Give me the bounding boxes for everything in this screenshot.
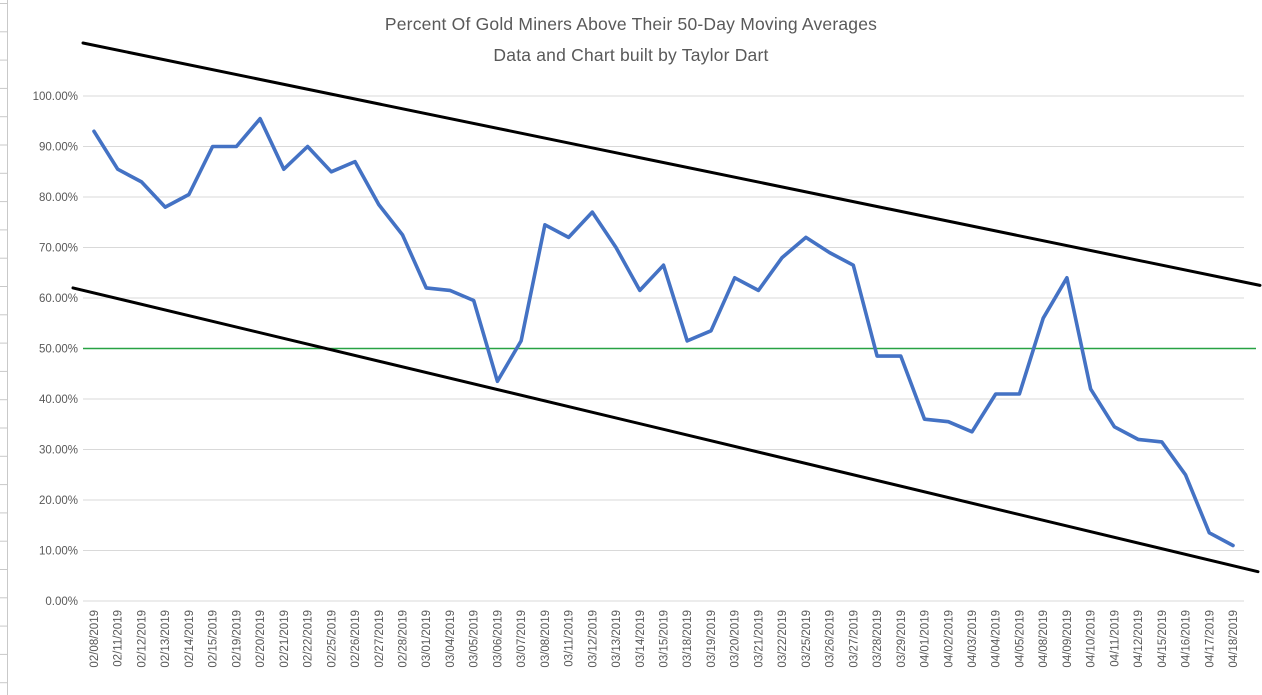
x-axis-tick-label: 03/27/2019 [848, 610, 860, 668]
x-axis-tick-label: 02/25/2019 [326, 610, 338, 668]
x-axis-tick-label: 03/14/2019 [635, 610, 647, 668]
x-axis-tick-label: 02/22/2019 [303, 610, 315, 668]
x-axis-tick-label: 03/22/2019 [777, 610, 789, 668]
x-axis-tick-label: 03/25/2019 [801, 610, 813, 668]
x-axis-tick-label: 02/13/2019 [160, 610, 172, 668]
x-axis-tick-label: 02/19/2019 [231, 610, 243, 668]
chart-title: Percent Of Gold Miners Above Their 50-Da… [384, 14, 878, 34]
x-axis-tick-label: 02/28/2019 [397, 610, 409, 668]
x-axis-tick-label: 03/06/2019 [492, 610, 504, 668]
x-axis-tick-label: 03/07/2019 [516, 610, 528, 668]
x-axis-tick-label: 04/17/2019 [1204, 610, 1216, 668]
y-axis-tick-label: 60.00% [39, 293, 78, 305]
x-axis-tick-label: 02/08/2019 [89, 610, 101, 668]
x-axis-tick-label: 02/20/2019 [255, 610, 267, 668]
x-axis-tick-label: 04/03/2019 [967, 610, 979, 668]
x-axis-tick-label: 04/01/2019 [920, 610, 932, 668]
x-axis-tick-label: 02/12/2019 [136, 610, 148, 668]
y-axis-tick-label: 0.00% [45, 596, 78, 608]
x-axis-tick-label: 03/15/2019 [659, 610, 671, 668]
x-axis-tick-label: 03/13/2019 [611, 610, 623, 668]
trendline-upper-channel [81, 41, 1262, 287]
trendline-lower-channel [71, 286, 1260, 574]
x-axis-tick-label: 04/09/2019 [1062, 610, 1074, 668]
y-axis-labels: 100.00% 90.00% 80.00% 70.00% 60.00% 50.00% 40.… [33, 91, 78, 608]
x-axis-tick-label: 04/16/2019 [1181, 610, 1193, 668]
gridlines [83, 95, 1244, 602]
chart-subtitle: Data and Chart built by Taylor Dart [493, 45, 769, 65]
x-axis-tick-label: 02/27/2019 [374, 610, 386, 668]
x-axis-labels: 02/08/2019 02/11/2019 02/12/2019 02/13/2019… [89, 610, 1240, 668]
y-axis-tick-label: 100.00% [33, 91, 78, 103]
x-axis-tick-label: 03/29/2019 [896, 610, 908, 668]
x-axis-tick-label: 02/15/2019 [208, 610, 220, 668]
x-axis-tick-label: 03/01/2019 [421, 610, 433, 668]
x-axis-tick-label: 02/26/2019 [350, 610, 362, 668]
worksheet-edge [0, 0, 8, 695]
x-axis-tick-label: 04/15/2019 [1157, 610, 1169, 668]
y-axis-tick-label: 50.00% [39, 344, 78, 356]
y-axis-tick-label: 30.00% [39, 445, 78, 457]
x-axis-tick-label: 03/21/2019 [753, 610, 765, 668]
x-axis-tick-label: 03/05/2019 [469, 610, 481, 668]
x-axis-tick-label: 04/10/2019 [1086, 610, 1098, 668]
y-axis-tick-label: 10.00% [39, 546, 78, 558]
y-axis-tick-label: 70.00% [39, 243, 78, 255]
x-axis-tick-label: 03/12/2019 [587, 610, 599, 668]
y-axis-tick-label: 80.00% [39, 192, 78, 204]
x-axis-tick-label: 04/02/2019 [943, 610, 955, 668]
y-axis-tick-label: 90.00% [39, 142, 78, 154]
x-axis-tick-label: 04/11/2019 [1109, 610, 1121, 667]
x-axis-tick-label: 04/04/2019 [991, 610, 1003, 668]
x-axis-tick-label: 03/19/2019 [706, 610, 718, 668]
x-axis-tick-label: 04/12/2019 [1133, 610, 1145, 668]
x-axis-tick-label: 04/18/2019 [1228, 610, 1240, 668]
x-axis-tick-label: 04/08/2019 [1038, 610, 1050, 668]
series-line [92, 116, 1235, 548]
x-axis-tick-label: 03/26/2019 [825, 610, 837, 668]
x-axis-tick-label: 03/04/2019 [445, 610, 457, 668]
y-axis-tick-label: 20.00% [39, 495, 78, 507]
x-axis-tick-label: 03/20/2019 [730, 610, 742, 668]
y-axis-tick-label: 40.00% [39, 394, 78, 406]
x-axis-tick-label: 02/14/2019 [184, 610, 196, 668]
x-axis-tick-label: 03/28/2019 [872, 610, 884, 668]
x-axis-tick-label: 04/05/2019 [1014, 610, 1026, 668]
x-axis-tick-label: 03/11/2019 [564, 610, 576, 667]
x-axis-tick-label: 03/18/2019 [682, 610, 694, 668]
x-axis-tick-label: 03/08/2019 [540, 610, 552, 668]
x-axis-tick-label: 02/21/2019 [279, 610, 291, 668]
x-axis-tick-label: 02/11/2019 [113, 610, 125, 667]
